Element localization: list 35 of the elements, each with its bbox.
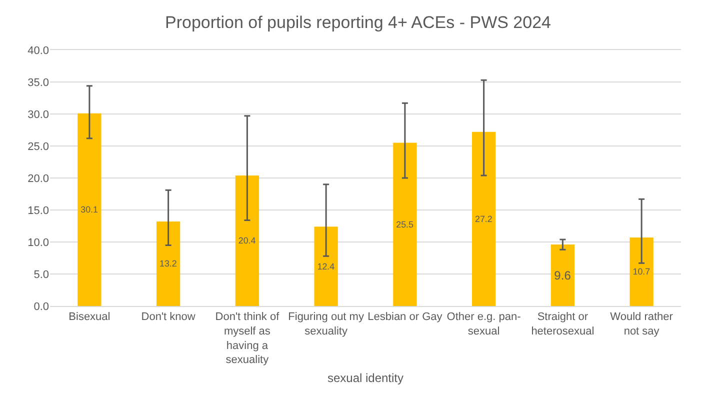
data-label: 13.2 bbox=[159, 258, 177, 269]
y-tick-label: 20.0 bbox=[28, 172, 49, 185]
data-label: 30.1 bbox=[80, 204, 98, 215]
y-tick-label: 0.0 bbox=[34, 300, 49, 313]
y-tick-label: 25.0 bbox=[28, 140, 49, 153]
x-tick-label: Bisexual bbox=[68, 311, 110, 324]
bar bbox=[550, 244, 575, 306]
data-label: 10.7 bbox=[632, 266, 650, 277]
bar bbox=[472, 132, 496, 306]
bar bbox=[630, 238, 654, 306]
bar bbox=[314, 226, 338, 306]
x-tick-label: Lesbian or Gay bbox=[368, 311, 443, 324]
bar bbox=[78, 113, 102, 306]
data-label: 25.5 bbox=[396, 219, 414, 230]
y-tick-label: 40.0 bbox=[28, 44, 49, 57]
x-axis-title: sexual identity bbox=[327, 371, 404, 385]
data-label: 9.6 bbox=[554, 268, 572, 282]
y-tick-label: 15.0 bbox=[28, 204, 49, 217]
bar bbox=[393, 142, 417, 306]
y-tick-label: 35.0 bbox=[28, 76, 49, 89]
y-tick-label: 10.0 bbox=[28, 236, 49, 249]
data-label: 20.4 bbox=[238, 236, 256, 246]
chart-title: Proportion of pupils reporting 4+ ACEs - PWS 2024 bbox=[164, 13, 552, 32]
y-tick-label: 30.0 bbox=[28, 108, 49, 121]
x-tick-label: Straight or heterosexual bbox=[531, 311, 594, 338]
bar bbox=[156, 222, 180, 306]
x-tick-label: Don't think of myself as having a sexuality bbox=[215, 311, 280, 366]
x-tick-label: Don't know bbox=[141, 311, 196, 324]
x-tick-label: Would rather not say bbox=[610, 311, 674, 338]
bar bbox=[235, 175, 260, 306]
x-tick-label: Other e.g. pan-sexual bbox=[446, 311, 522, 338]
data-label: 12.4 bbox=[317, 261, 335, 272]
x-tick-label: Figuring out my sexuality bbox=[288, 311, 364, 338]
y-tick-label: 5.0 bbox=[34, 268, 49, 281]
data-label: 27.2 bbox=[474, 214, 492, 224]
